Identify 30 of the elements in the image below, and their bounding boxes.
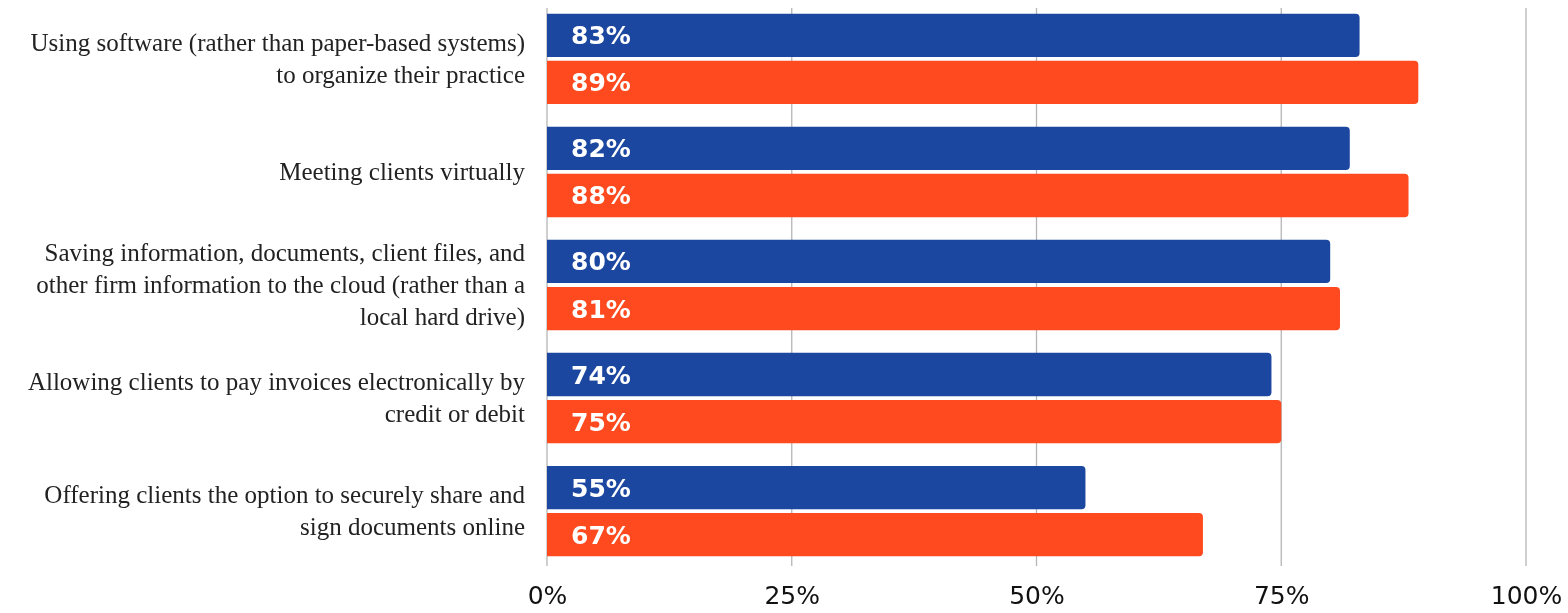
y-tick-label: Offering clients the option to securely share and sign documents online [44,481,526,541]
data-label: 55% [571,473,631,503]
data-label: 80% [571,247,631,277]
data-label: 89% [571,68,631,98]
bar [547,173,1409,218]
x-tick-label: 0% [527,580,568,610]
bar [547,126,1350,171]
bar [547,465,1086,510]
bar [547,352,1272,397]
data-label: 81% [571,294,631,324]
bar [547,60,1419,105]
bar [547,399,1282,444]
data-label: 88% [571,181,631,211]
data-label: 74% [571,360,631,390]
y-tick-label: Using software (rather than paper-based systems) to organize their practice [30,28,525,88]
y-tick-label: Allowing clients to pay invoices electronically by credit or debit [27,368,526,428]
x-tick-label: 75% [1253,580,1310,610]
bar [547,13,1360,57]
x-tick-label: 100% [1490,580,1563,610]
bar [547,286,1340,331]
x-tick-label: 50% [1009,580,1065,610]
x-tick-label: 25% [764,580,821,610]
data-label: 82% [571,134,631,164]
y-tick-label: Saving information, documents, client files, and other firm information to the cloud (rather than a local hard drive) [36,239,526,331]
y-tick-label: Meeting clients virtually [279,157,526,185]
data-label: 67% [571,520,631,550]
bar [547,239,1331,284]
bar [547,513,1203,557]
data-label: 75% [571,407,631,437]
data-label: 83% [571,21,631,51]
